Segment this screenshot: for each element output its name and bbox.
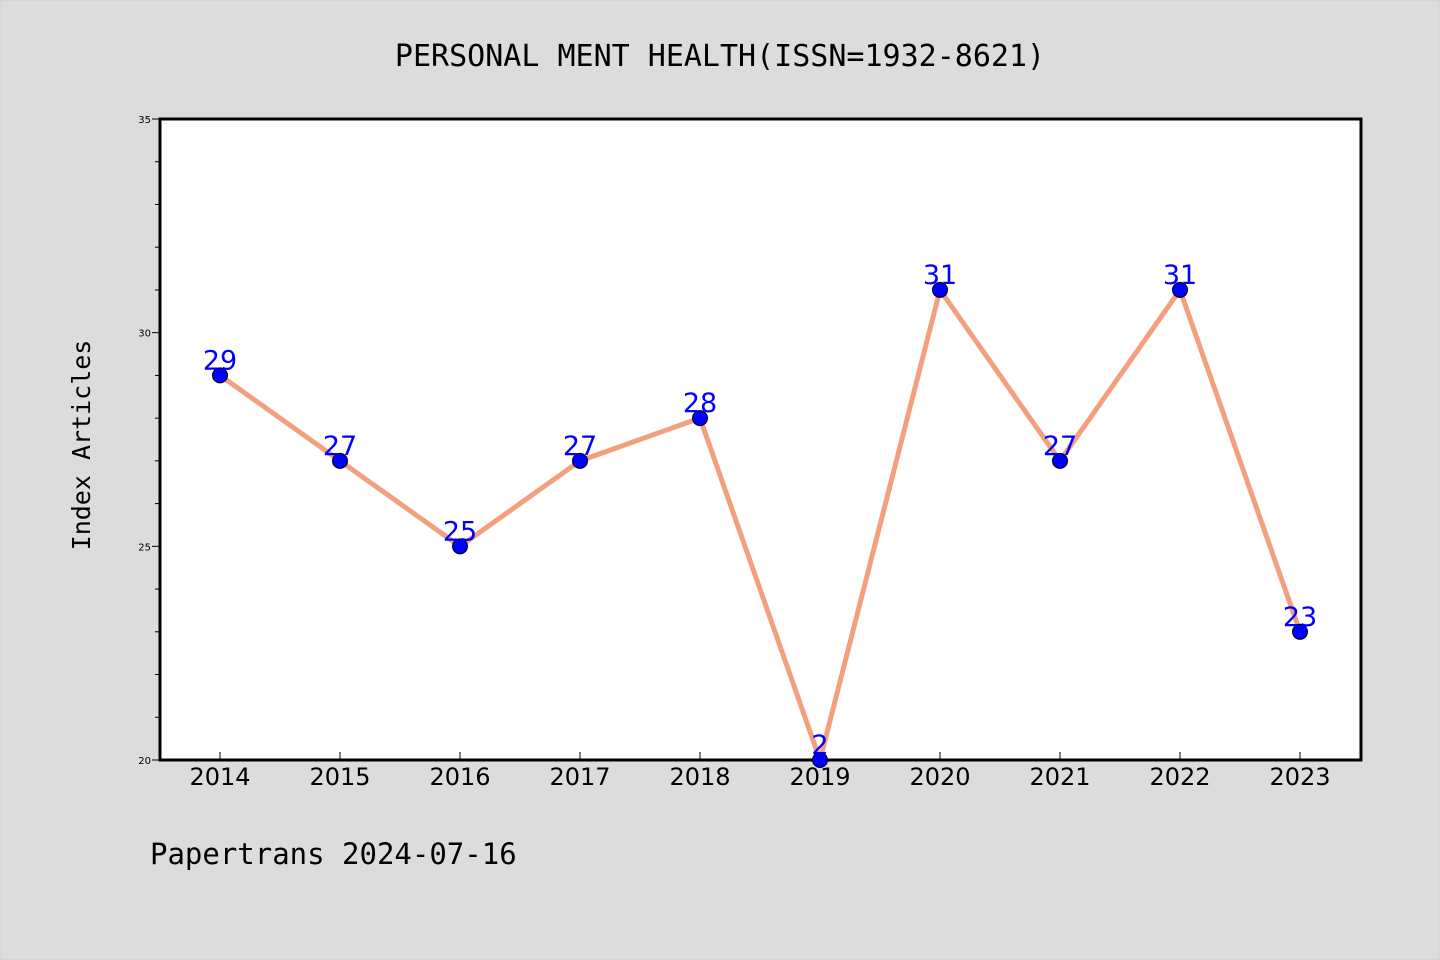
y-tick-label: 25 [138, 542, 151, 553]
data-point [692, 410, 708, 427]
data-label: 31 [1163, 260, 1197, 291]
data-point [212, 367, 228, 384]
data-label: 2 [811, 730, 828, 761]
x-tick-label: 2020 [909, 763, 970, 791]
y-tick-label: 35 [138, 115, 151, 126]
data-label: 29 [203, 345, 237, 376]
data-point [1172, 281, 1188, 298]
x-tick-label: 2017 [549, 763, 610, 791]
plot-area [158, 117, 1363, 762]
data-label: 25 [443, 516, 477, 547]
data-labels: 29 27 25 27 28 2 31 27 31 23 [203, 260, 1317, 761]
footer-watermark: Papertrans 2024-07-16 [150, 837, 517, 871]
x-tick-label: 2022 [1149, 763, 1210, 791]
x-tick-label: 2014 [189, 763, 250, 791]
data-label: 31 [923, 260, 957, 291]
data-label: 27 [1043, 431, 1077, 462]
x-tick-label: 2023 [1269, 763, 1330, 791]
y-axis: 20 25 30 35 [138, 115, 160, 767]
data-point [812, 752, 828, 768]
series-line [218, 287, 1303, 763]
y-axis-label: Index Articles [67, 340, 96, 551]
data-label: 27 [563, 431, 597, 462]
data-markers [212, 281, 1308, 768]
x-tick-label: 2016 [429, 763, 490, 791]
y-tick-label: 30 [138, 329, 151, 340]
data-label: 28 [683, 388, 717, 419]
chart-title: PERSONAL MENT HEALTH(ISSN=1932-8621) [395, 39, 1045, 74]
data-label: 27 [323, 431, 357, 462]
y-tick-label: 20 [138, 756, 151, 767]
x-tick-label: 2018 [669, 763, 730, 791]
data-label: 23 [1283, 602, 1317, 633]
data-point [1292, 623, 1308, 640]
y-minor-ticks [155, 161, 160, 718]
data-point [932, 281, 948, 298]
data-point [452, 538, 468, 555]
data-point [1052, 452, 1068, 469]
x-tick-label: 2015 [309, 763, 370, 791]
x-tick-label: 2021 [1029, 763, 1090, 791]
data-point [332, 452, 348, 469]
data-point [572, 452, 588, 469]
